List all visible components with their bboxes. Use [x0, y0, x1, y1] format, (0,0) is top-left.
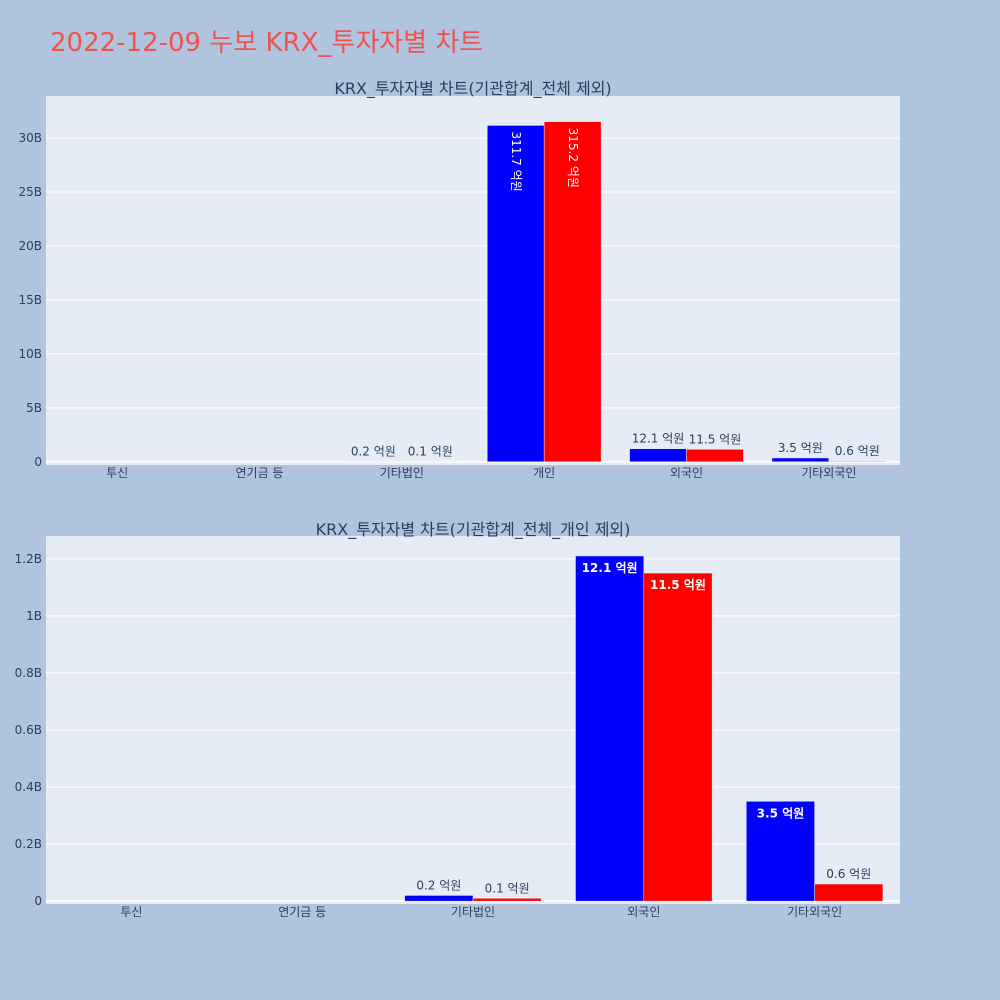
y-tick-label: 0.6B [15, 723, 42, 737]
bar [814, 883, 884, 902]
x-tick-label: 개인 [533, 466, 555, 480]
y-tick-label: 1B [26, 609, 42, 623]
bar-value-label: 3.5 억원 [757, 806, 805, 820]
x-tick-label: 기타법인 [451, 905, 495, 919]
bar [643, 572, 713, 902]
y-tick-label: 0.8B [15, 666, 42, 680]
bar [472, 898, 542, 902]
bar-value-label: 3.5 억원 [778, 441, 823, 455]
bar [746, 801, 815, 902]
y-tick-label: 10B [18, 347, 42, 361]
bar [828, 460, 887, 463]
y-tick-label: 0.2B [15, 837, 42, 851]
x-tick-label: 기타외국인 [787, 905, 842, 919]
bar [543, 121, 602, 463]
bar [771, 457, 830, 463]
x-tick-label: 투신 [106, 466, 128, 480]
chart-1: 0 5B 10B 15B 20B 25B 30B KRX_투자자별 차트(기관합계_전체 제외… [18, 79, 900, 480]
y-tick-label: 20B [18, 239, 42, 253]
bar-value-label: 0.1 억원 [485, 881, 530, 895]
chart-2: 0 0.2B 0.4B 0.6B 0.8B 1B 1.2B KRX_투자자별 차트(기관합계_… [15, 520, 900, 919]
plot-area [46, 96, 900, 465]
y-tick-label: 15B [18, 293, 42, 307]
y-tick-label: 5B [26, 401, 42, 415]
bar [486, 125, 545, 463]
y-tick-label: 30B [18, 131, 42, 145]
chart-title: KRX_투자자별 차트(기관합계_전체 제외) [334, 79, 611, 99]
bar-value-label: 0.6 억원 [835, 444, 880, 458]
y-tick-label: 0 [34, 455, 42, 469]
page-title: 2022-12-09 누보 KRX_투자자별 차트 [50, 28, 484, 58]
x-tick-label: 기타법인 [380, 466, 424, 480]
bar-value-label: 0.2 억원 [351, 445, 396, 459]
x-tick-label: 연기금 등 [236, 466, 284, 480]
x-tick-label: 투신 [120, 905, 142, 919]
bar-value-label: 12.1 억원 [582, 561, 638, 575]
bar-value-label: 11.5 억원 [650, 578, 706, 592]
x-tick-label: 기타외국인 [801, 466, 856, 480]
y-tick-label: 0 [34, 894, 42, 908]
bar [404, 895, 474, 902]
y-tick-label: 1.2B [15, 552, 42, 566]
bar [575, 555, 645, 902]
x-tick-label: 연기금 등 [278, 905, 326, 919]
bar-value-label: 12.1 억원 [632, 432, 685, 446]
y-tick-label: 25B [18, 185, 42, 199]
bar-value-label: 11.5 억원 [689, 432, 742, 446]
bar-value-label: 315.2 억원 [566, 128, 580, 188]
bar-value-label: 0.1 억원 [408, 445, 453, 459]
x-tick-label: 외국인 [627, 905, 660, 919]
y-tick-label: 0.4B [15, 780, 42, 794]
chart-title: KRX_투자자별 차트(기관합계_전체_개인 제외) [316, 520, 631, 540]
bar [686, 449, 744, 463]
bar-value-label: 311.7 억원 [509, 131, 523, 191]
bar [629, 448, 687, 463]
x-tick-label: 외국인 [670, 466, 703, 480]
bar-value-label: 0.2 억원 [416, 878, 461, 892]
bar-value-label: 0.6 억원 [826, 867, 871, 881]
